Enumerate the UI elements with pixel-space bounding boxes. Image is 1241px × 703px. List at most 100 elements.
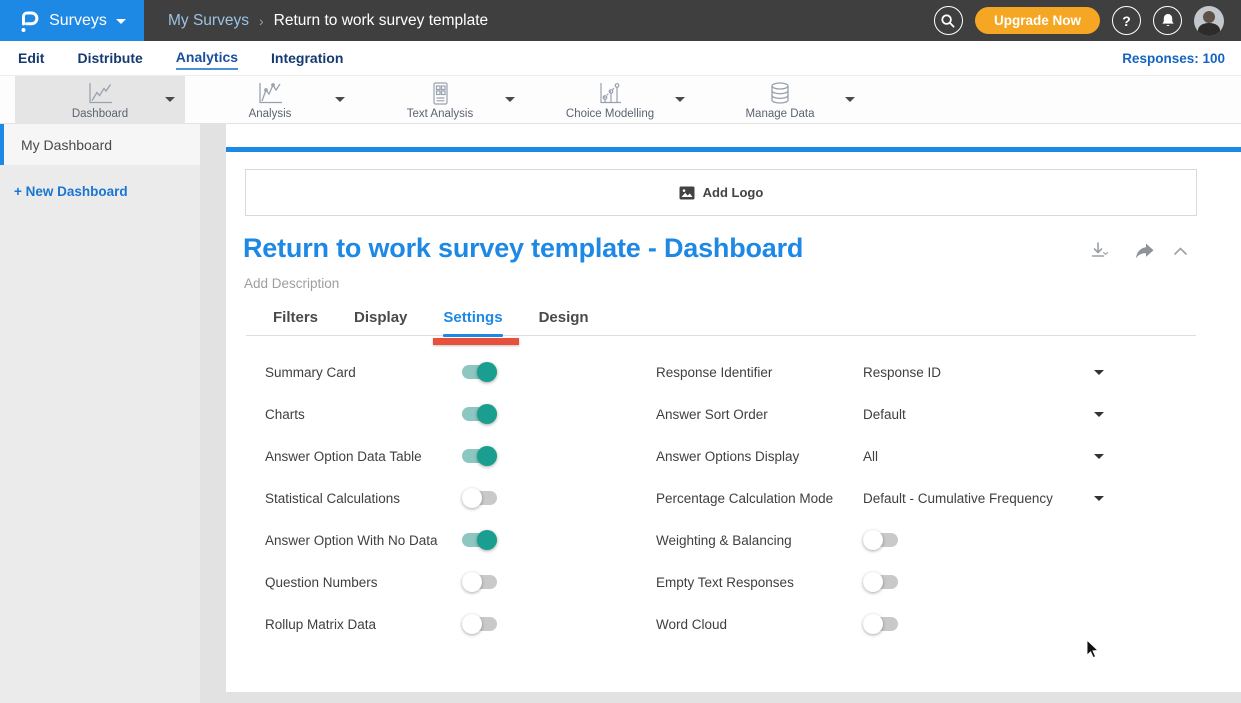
chevron-down-icon[interactable] — [1094, 369, 1104, 375]
image-icon — [679, 186, 695, 200]
tab-settings[interactable]: Settings — [433, 309, 519, 345]
sidebar-item-label: My Dashboard — [21, 136, 113, 153]
tab-settings-label: Settings — [443, 309, 503, 326]
settings-grid: Summary Card Response Identifier Respons… — [226, 351, 1241, 645]
toolbar-item-label: Analysis — [248, 107, 292, 120]
empty-text-responses-toggle[interactable] — [863, 572, 898, 592]
toolbar-item-text-analysis[interactable]: Text Analysis — [355, 76, 525, 124]
setting-label: Answer Option Data Table — [265, 448, 422, 464]
panel-accent-bar — [226, 147, 1241, 152]
menu-item-integration[interactable]: Integration — [271, 50, 344, 66]
setting-label: Answer Options Display — [656, 448, 800, 464]
setting-label: Question Numbers — [265, 574, 378, 590]
menu-item-edit[interactable]: Edit — [18, 50, 45, 66]
setting-label: Empty Text Responses — [656, 574, 794, 590]
toolbar-item-label: Manage Data — [745, 107, 815, 120]
statistical-calculations-toggle[interactable] — [462, 488, 497, 508]
charts-toggle[interactable] — [462, 404, 497, 424]
menu-item-distribute[interactable]: Distribute — [77, 50, 143, 66]
title-actions — [1089, 233, 1189, 261]
settings-row: Answer Option Data Table Answer Options … — [265, 435, 1241, 477]
settings-tabs: Filters Display Settings Design — [246, 309, 1196, 345]
word-cloud-toggle[interactable] — [863, 614, 898, 634]
tab-design[interactable]: Design — [538, 309, 589, 326]
setting-label: Statistical Calculations — [265, 490, 401, 506]
dashboard-dropdown-caret[interactable] — [165, 97, 175, 102]
top-bar: Surveys My Surveys › Return to work surv… — [0, 0, 1241, 41]
search-button[interactable] — [933, 6, 963, 35]
chevron-down-icon[interactable] — [1094, 411, 1104, 417]
database-icon — [767, 81, 793, 107]
answer-option-data-table-toggle[interactable] — [462, 446, 497, 466]
setting-label: Rollup Matrix Data — [265, 616, 377, 632]
manage-data-dropdown-caret[interactable] — [845, 97, 855, 102]
breadcrumb-current: Return to work survey template — [273, 11, 489, 29]
choice-modelling-icon — [596, 81, 624, 107]
toolbar-item-label: Choice Modelling — [565, 107, 655, 120]
chevron-down-icon[interactable] — [1094, 453, 1104, 459]
setting-label: Percentage Calculation Mode — [656, 490, 834, 506]
breadcrumb-separator: › — [258, 12, 264, 29]
red-highlight-annotation — [433, 338, 519, 345]
share-button[interactable] — [1133, 242, 1155, 261]
dashboard-chart-icon — [85, 81, 115, 107]
add-description-button[interactable]: Add Description — [244, 276, 340, 291]
help-button[interactable]: ? — [1112, 6, 1141, 35]
settings-row: Answer Option With No Data Weighting & B… — [265, 519, 1241, 561]
chevron-down-icon — [115, 19, 126, 24]
tab-filters[interactable]: Filters — [273, 309, 319, 326]
settings-row: Rollup Matrix Data Word Cloud — [265, 603, 1241, 645]
toolbar-item-manage-data[interactable]: Manage Data — [695, 76, 865, 124]
menu-item-analytics[interactable]: Analytics — [175, 46, 239, 70]
dashboard-sidebar: My Dashboard + New Dashboard — [0, 124, 200, 703]
setting-label: Charts — [265, 406, 305, 422]
setting-label: Weighting & Balancing — [656, 532, 792, 548]
chevron-down-icon[interactable] — [1094, 495, 1104, 501]
download-button[interactable] — [1089, 241, 1116, 261]
avatar-body — [1198, 22, 1220, 36]
upgrade-now-button[interactable]: Upgrade Now — [974, 7, 1100, 34]
brand-menu[interactable]: Surveys — [0, 0, 144, 41]
choice-modelling-dropdown-caret[interactable] — [675, 97, 685, 102]
toolbar-item-analysis[interactable]: Analysis — [185, 76, 355, 124]
setting-label: Summary Card — [265, 364, 356, 380]
toolbar-item-choice-modelling[interactable]: Choice Modelling — [525, 76, 695, 124]
question-numbers-toggle[interactable] — [462, 572, 497, 592]
setting-label: Answer Sort Order — [656, 406, 768, 422]
notifications-button[interactable] — [1153, 6, 1182, 35]
new-dashboard-button[interactable]: + New Dashboard — [14, 184, 128, 199]
answer-options-display-select[interactable]: All — [863, 448, 879, 464]
toolbar-item-label: Dashboard — [71, 107, 129, 120]
analysis-dropdown-caret[interactable] — [335, 97, 345, 102]
summary-card-toggle[interactable] — [462, 362, 497, 382]
answer-sort-order-select[interactable]: Default — [863, 406, 906, 422]
text-analysis-dropdown-caret[interactable] — [505, 97, 515, 102]
tab-display[interactable]: Display — [354, 309, 408, 326]
settings-row: Charts Answer Sort Order Default — [265, 393, 1241, 435]
text-analysis-icon — [427, 81, 453, 107]
analysis-chart-icon — [255, 81, 285, 107]
response-identifier-select[interactable]: Response ID — [863, 364, 942, 380]
collapse-button[interactable] — [1172, 245, 1189, 257]
breadcrumb-parent[interactable]: My Surveys — [168, 11, 249, 29]
add-logo-button[interactable]: Add Logo — [245, 169, 1197, 216]
toolbar-item-dashboard[interactable]: Dashboard — [15, 76, 185, 124]
bell-icon — [1161, 13, 1175, 28]
avatar[interactable] — [1194, 5, 1224, 36]
weighting-balancing-toggle[interactable] — [863, 530, 898, 550]
analytics-toolbar: Dashboard Analysis Text Analysis — [0, 76, 1241, 124]
search-icon — [940, 13, 956, 29]
rollup-matrix-data-toggle[interactable] — [462, 614, 497, 634]
sidebar-item-my-dashboard[interactable]: My Dashboard — [0, 124, 200, 165]
help-icon: ? — [1122, 12, 1131, 29]
dashboard-content-panel: Add Logo Return to work survey template … — [226, 124, 1241, 692]
add-logo-label: Add Logo — [702, 185, 764, 200]
avatar-head — [1203, 10, 1215, 23]
setting-label: Word Cloud — [656, 616, 728, 632]
percentage-calculation-mode-select[interactable]: Default - Cumulative Frequency — [863, 490, 1053, 506]
page-title: Return to work survey template - Dashboa… — [243, 233, 804, 263]
toolbar-item-label: Text Analysis — [406, 107, 474, 120]
settings-row: Question Numbers Empty Text Responses — [265, 561, 1241, 603]
questionpro-p-logo-icon — [18, 7, 40, 34]
answer-option-with-no-data-toggle[interactable] — [462, 530, 497, 550]
